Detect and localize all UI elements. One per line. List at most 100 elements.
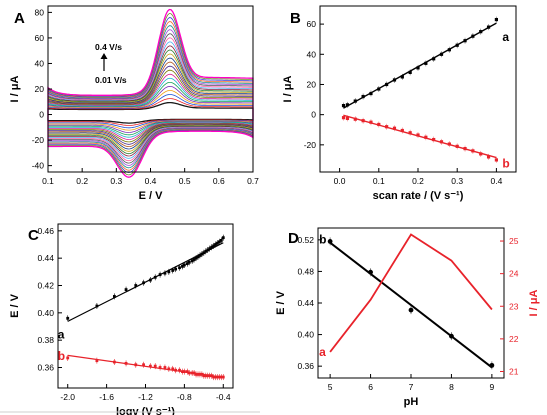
data-point <box>455 43 459 47</box>
y-tick-label: 0.44 <box>297 298 314 308</box>
data-point <box>190 371 194 375</box>
data-point <box>142 281 145 285</box>
data-point <box>221 236 225 240</box>
data-point <box>471 34 475 38</box>
data-point <box>148 364 152 368</box>
data-point <box>142 363 145 367</box>
y-tick-label: 0.42 <box>37 281 54 291</box>
data-point <box>447 142 451 146</box>
x-tick-label: 0.4 <box>490 176 502 186</box>
x-tick-label: 0.1 <box>373 176 385 186</box>
data-point <box>124 362 128 365</box>
y-right-tick-label: 22 <box>509 334 519 344</box>
data-point <box>416 66 420 70</box>
data-point <box>210 374 214 378</box>
data-point <box>385 125 389 129</box>
data-point <box>187 260 191 264</box>
data-point <box>204 374 208 378</box>
x-tick-label: 0.4 <box>145 176 157 186</box>
data-point <box>158 366 162 369</box>
x-tick-label: -0.8 <box>177 392 192 402</box>
series-label-b: b <box>58 349 65 363</box>
data-point <box>408 307 414 313</box>
data-point <box>345 116 350 121</box>
y-tick-label: -40 <box>32 161 45 171</box>
data-point <box>158 273 162 276</box>
data-point <box>167 270 171 274</box>
series-label-a: a <box>58 327 65 341</box>
data-point <box>327 239 333 244</box>
data-point <box>153 275 157 279</box>
y-tick-label: 0.44 <box>37 253 54 263</box>
data-point <box>447 48 451 52</box>
data-point <box>163 366 167 369</box>
data-point <box>134 284 138 287</box>
line-a <box>329 233 493 353</box>
data-point <box>368 269 373 275</box>
x-tick-label: 0.1 <box>42 176 54 186</box>
data-point <box>210 245 214 249</box>
data-point <box>206 374 210 378</box>
y-tick-label: 80 <box>35 7 45 17</box>
data-point <box>198 254 202 257</box>
data-point <box>163 271 167 275</box>
data-point <box>479 152 483 156</box>
data-point <box>196 255 200 259</box>
y-tick-label: -20 <box>32 135 45 145</box>
data-point <box>153 364 157 368</box>
panel-c: ab C -2.0 -1.6 -1.2 -0.8 -0.4 0.36 0.38 0.40 0.42 0… <box>9 223 234 415</box>
data-point <box>361 119 365 123</box>
data-point <box>204 249 208 253</box>
data-point <box>214 375 217 379</box>
data-point <box>353 117 357 121</box>
data-point <box>198 372 202 376</box>
x-tick-label: 7 <box>409 382 414 392</box>
data-point <box>392 78 397 82</box>
data-point <box>463 147 467 151</box>
data-point <box>95 304 99 308</box>
data-point <box>190 259 194 263</box>
data-point <box>341 116 346 120</box>
data-point <box>214 243 217 246</box>
data-point <box>181 370 184 373</box>
data-point <box>449 333 454 339</box>
x-axis-label: pH <box>404 396 419 408</box>
data-point <box>486 155 491 159</box>
x-axis-label: E / V <box>139 190 164 202</box>
data-point <box>369 91 373 96</box>
data-point <box>66 356 70 360</box>
x-tick-label: 5 <box>328 382 333 392</box>
data-point <box>181 264 184 268</box>
data-point <box>494 17 498 22</box>
series-label-a: a <box>502 30 509 44</box>
x-tick-label: 0.5 <box>179 176 191 186</box>
data-point <box>479 30 483 34</box>
y-tick-label: 40 <box>307 49 317 59</box>
x-tick-label: 0.2 <box>76 176 88 186</box>
panel-d: b a D 5 6 7 8 9 0.36 0.40 0.44 0.48 0.52 21 22 23 24 25 pH… <box>275 227 540 408</box>
data-point <box>471 149 475 153</box>
x-tick-label: -2.0 <box>60 392 75 402</box>
y-right-tick-label: 25 <box>509 236 519 246</box>
data-point <box>192 371 196 375</box>
data-point <box>439 140 444 144</box>
data-point <box>182 263 186 267</box>
panel-b: a b B 0.0 0.1 0.2 0.3 0.4 -20 0 20 40 60 scan rate / … <box>282 5 517 202</box>
y-tick-label: 20 <box>35 84 45 94</box>
y-tick-label: 60 <box>307 19 317 29</box>
data-point <box>216 241 219 245</box>
series-label-a: a <box>319 345 326 359</box>
data-point <box>174 267 178 271</box>
y-right-tick-label: 23 <box>509 301 519 311</box>
x-tick-label: 0.0 <box>334 176 346 186</box>
y-tick-label: 0.52 <box>297 235 314 245</box>
data-point <box>171 269 175 272</box>
data-point <box>112 295 116 298</box>
data-point <box>424 135 428 139</box>
y-tick-label: 0.46 <box>37 226 54 236</box>
x-tick-label: 0.6 <box>213 176 225 186</box>
data-point <box>148 278 152 282</box>
data-point <box>185 262 189 266</box>
panel-label-a: A <box>14 10 25 27</box>
y-tick-label: 0.38 <box>37 335 54 345</box>
